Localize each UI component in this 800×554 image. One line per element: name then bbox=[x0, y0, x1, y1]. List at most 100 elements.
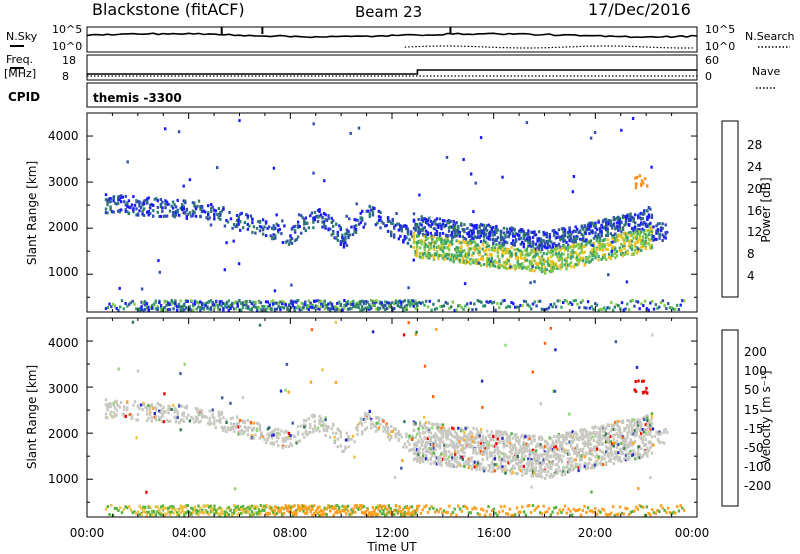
data-cell bbox=[470, 445, 474, 449]
data-cell bbox=[513, 445, 516, 449]
data-cell bbox=[536, 473, 539, 477]
data-cell bbox=[527, 232, 530, 235]
data-cell bbox=[512, 471, 515, 474]
data-cell bbox=[347, 230, 350, 234]
data-cell bbox=[289, 436, 292, 440]
data-cell bbox=[568, 245, 571, 249]
data-cell bbox=[237, 430, 240, 434]
data-cell bbox=[498, 435, 501, 438]
data-cell bbox=[234, 426, 237, 430]
data-cell bbox=[550, 455, 553, 459]
data-cell bbox=[211, 205, 214, 209]
data-cell bbox=[440, 227, 443, 231]
data-cell bbox=[246, 223, 249, 226]
data-cell bbox=[124, 203, 127, 207]
data-cell bbox=[499, 302, 503, 306]
data-cell bbox=[525, 467, 529, 471]
data-cell bbox=[475, 467, 478, 471]
data-cell bbox=[588, 255, 591, 259]
data-cell bbox=[553, 435, 556, 439]
data-cell bbox=[573, 448, 576, 452]
data-cell bbox=[487, 237, 490, 241]
data-cell bbox=[632, 424, 635, 428]
data-cell bbox=[577, 231, 580, 234]
nave-label: Nave bbox=[752, 65, 780, 78]
data-cell bbox=[557, 448, 561, 452]
data-cell bbox=[414, 240, 417, 244]
data-cell bbox=[344, 237, 347, 241]
data-cell bbox=[638, 307, 641, 311]
data-cell bbox=[377, 215, 381, 219]
data-cell bbox=[635, 456, 638, 460]
data-cell bbox=[158, 403, 161, 407]
data-cell bbox=[295, 237, 298, 241]
data-cell bbox=[508, 305, 512, 309]
data-cell bbox=[190, 308, 193, 312]
data-cell bbox=[624, 307, 627, 311]
data-cell bbox=[426, 231, 429, 235]
data-cell bbox=[473, 302, 476, 306]
data-cell bbox=[589, 230, 593, 234]
data-cell bbox=[355, 305, 359, 309]
data-cell bbox=[432, 244, 436, 248]
data-cell bbox=[665, 307, 668, 311]
data-cell bbox=[457, 246, 460, 250]
data-cell bbox=[275, 436, 278, 439]
data-cell bbox=[237, 432, 240, 436]
data-cell bbox=[554, 262, 558, 266]
data-cell bbox=[544, 466, 547, 470]
data-cell bbox=[512, 242, 515, 246]
data-cell bbox=[428, 223, 431, 227]
data-cell bbox=[420, 442, 423, 446]
data-cell bbox=[534, 266, 538, 270]
data-cell bbox=[524, 433, 527, 437]
data-cell bbox=[362, 300, 366, 304]
data-cell bbox=[611, 444, 614, 448]
data-cell bbox=[437, 425, 440, 429]
data-cell bbox=[307, 304, 310, 308]
data-cell bbox=[357, 302, 360, 306]
data-cell bbox=[505, 437, 509, 441]
data-cell bbox=[225, 302, 229, 306]
data-cell bbox=[120, 401, 123, 404]
data-cell bbox=[464, 459, 468, 463]
data-cell bbox=[447, 463, 451, 467]
data-cell bbox=[656, 231, 660, 235]
data-cell bbox=[423, 424, 426, 428]
data-cell bbox=[618, 224, 622, 228]
data-cell bbox=[353, 303, 357, 306]
data-cell bbox=[199, 207, 202, 211]
data-cell bbox=[528, 241, 532, 245]
data-cell bbox=[415, 222, 419, 226]
data-cell bbox=[352, 305, 355, 309]
data-cell bbox=[621, 254, 625, 258]
data-cell bbox=[620, 436, 623, 440]
data-cell bbox=[615, 445, 619, 449]
data-cell bbox=[493, 239, 497, 243]
data-cell bbox=[560, 473, 564, 477]
data-cell bbox=[638, 212, 641, 216]
data-cell bbox=[355, 202, 358, 206]
data-cell bbox=[429, 443, 432, 446]
data-cell bbox=[463, 435, 466, 438]
data-cell bbox=[388, 438, 391, 442]
data-cell bbox=[142, 308, 145, 312]
data-cell bbox=[542, 233, 545, 237]
data-cell bbox=[421, 301, 424, 305]
data-cell bbox=[484, 447, 487, 451]
data-cell bbox=[576, 454, 579, 458]
data-cell bbox=[309, 430, 312, 434]
data-cell bbox=[455, 456, 458, 460]
data-cell bbox=[486, 260, 489, 264]
data-cell bbox=[559, 254, 562, 257]
data-cell bbox=[405, 306, 408, 310]
data-cell bbox=[563, 258, 567, 262]
data-cell bbox=[638, 230, 641, 234]
data-cell bbox=[548, 238, 551, 242]
data-cell bbox=[560, 246, 564, 250]
data-cell bbox=[495, 445, 498, 449]
data-cell bbox=[617, 228, 620, 232]
data-cell bbox=[443, 448, 446, 451]
power-ytick-1000: 1000 bbox=[48, 265, 79, 279]
data-cell bbox=[605, 258, 608, 262]
